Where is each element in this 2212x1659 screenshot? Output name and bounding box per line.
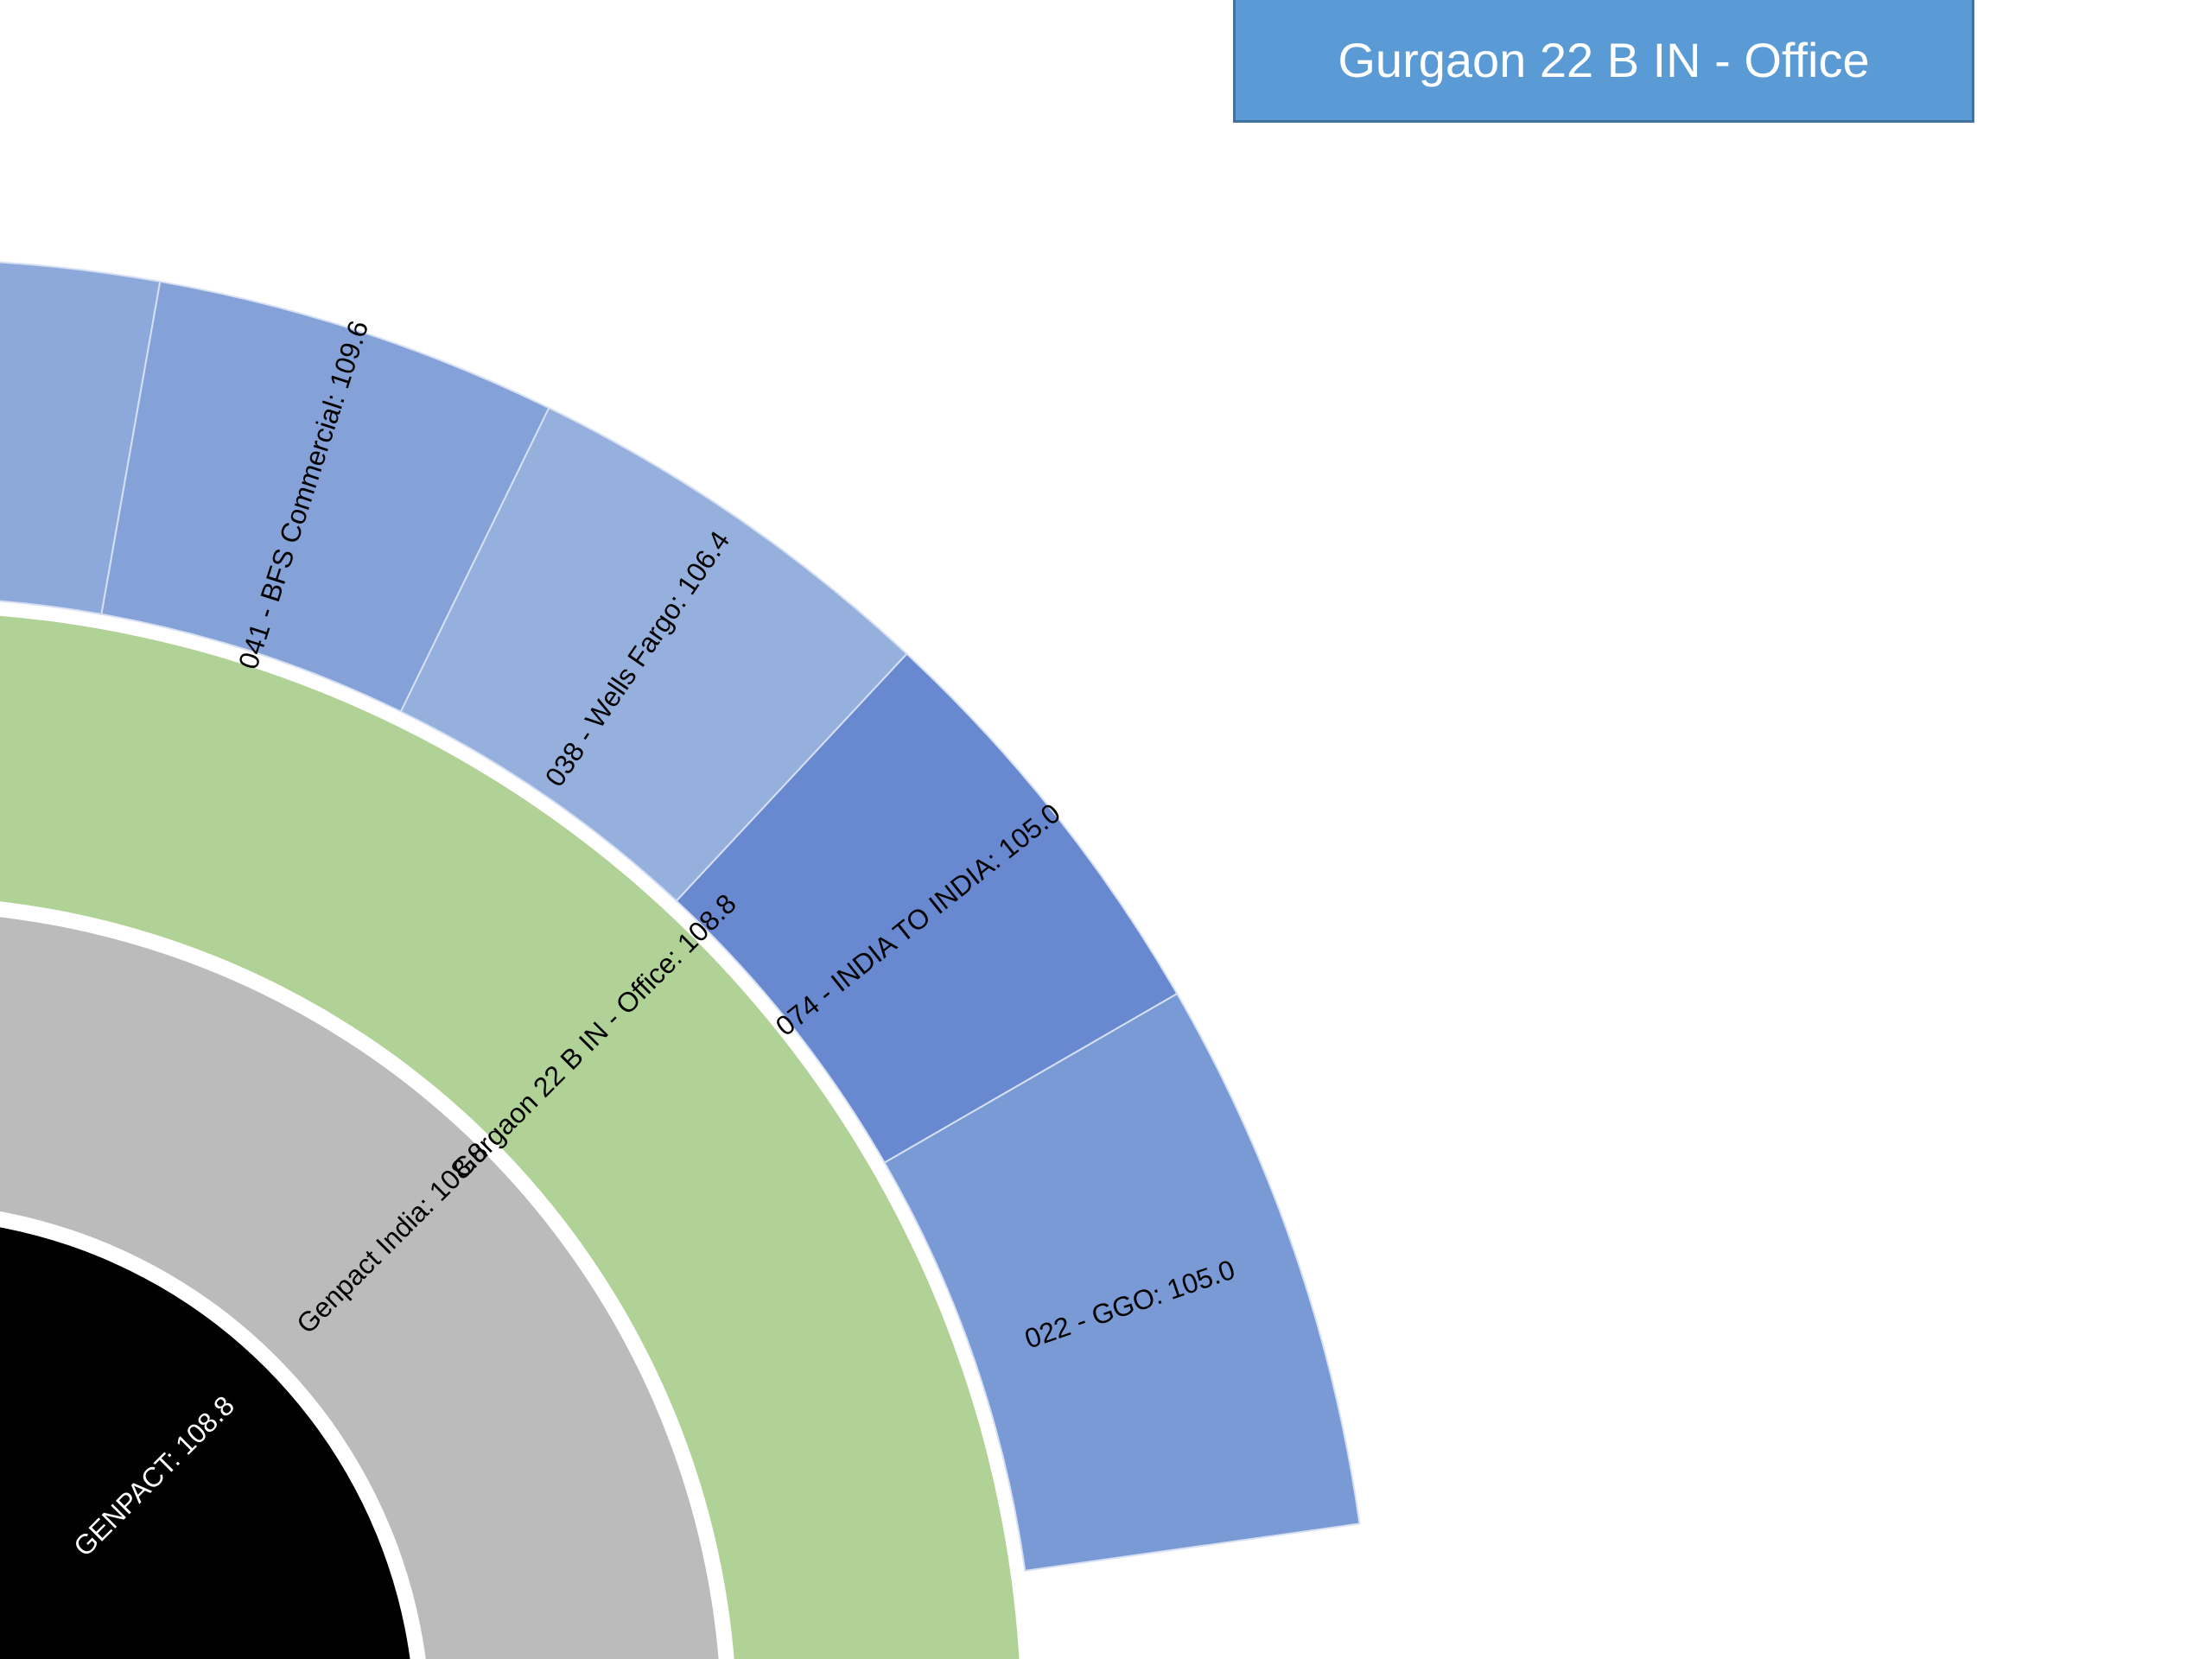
sunburst-segment-041-ge-capital[interactable] [0,259,162,748]
sunburst-segment-genpact[interactable] [0,1218,415,1659]
sunburst-segment-genpact-india[interactable] [0,912,721,1659]
chart-title: Gurgaon 22 B IN - Office [1338,33,1870,87]
chart-title-box: Gurgaon 22 B IN - Office [1233,0,1974,123]
sunburst-segment-gurgaon-22-b-in-office[interactable] [0,612,1021,1659]
